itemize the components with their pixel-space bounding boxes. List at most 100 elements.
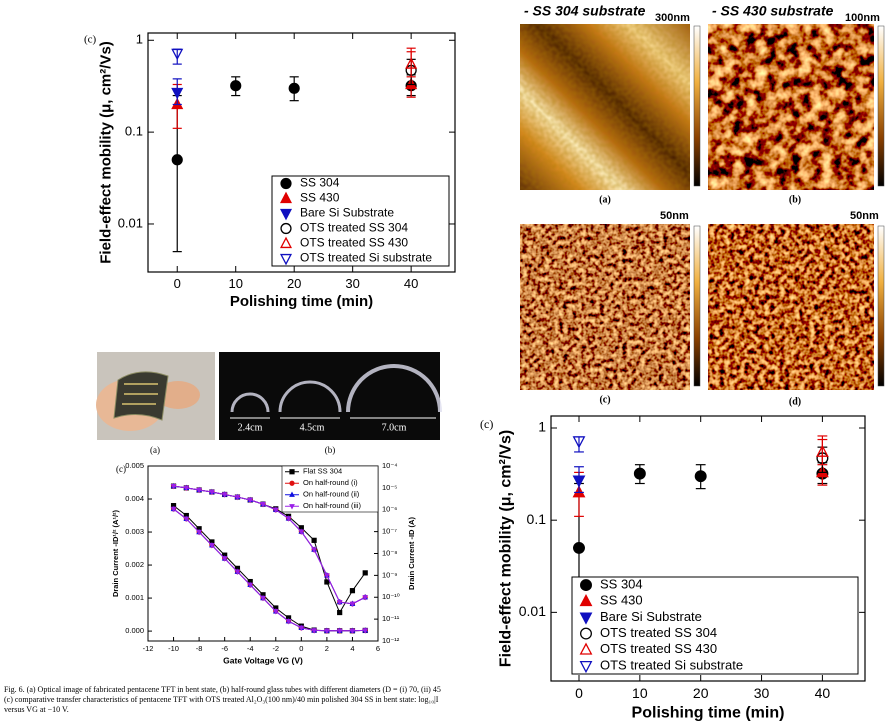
panel-label: (c) <box>480 417 493 431</box>
caption: Fig. 6. (a) Optical image of fabricated … <box>4 685 441 714</box>
legend-marker <box>289 469 295 475</box>
legend-marker <box>579 661 593 674</box>
legend-marker <box>279 191 293 204</box>
marker <box>196 529 202 536</box>
y-tick-label: 0.1 <box>527 511 547 527</box>
afm-scale: 100nm <box>845 12 880 24</box>
marker <box>171 48 184 61</box>
marker <box>311 628 317 634</box>
glass-tube <box>278 380 342 413</box>
marker <box>336 599 343 606</box>
x-tick-label: 2 <box>325 644 329 653</box>
legend-box <box>281 465 379 513</box>
y-tick-label: 0.005 <box>125 461 144 470</box>
legend-label: Flat SS 304 <box>303 467 342 476</box>
legend-label: OTS treated SS 430 <box>300 236 408 250</box>
marker <box>209 543 215 549</box>
glass-tube <box>346 364 442 413</box>
color-bar <box>693 25 701 187</box>
y2-tick-label: 10⁻¹² <box>382 636 400 645</box>
y2-axis-title: Drain Current -ID (A) <box>407 517 416 590</box>
marker <box>221 492 228 498</box>
x-axis-title: Gate Voltage VG (V) <box>223 655 303 665</box>
afm-title: - SS 430 substrate <box>712 3 834 19</box>
plot-frame <box>550 415 866 682</box>
legend-label: On half-round (ii) <box>303 490 360 499</box>
y-tick-label: 0.1 <box>125 124 143 139</box>
afm-title: - SS 304 substrate <box>524 3 646 19</box>
photo-label: (a) <box>150 445 160 455</box>
marker <box>170 483 177 490</box>
legend-marker <box>279 236 293 249</box>
marker <box>362 595 369 601</box>
marker <box>196 487 202 494</box>
x-tick-label: -2 <box>272 644 279 653</box>
marker <box>234 494 241 501</box>
x-tick-label: -12 <box>143 644 154 653</box>
legend-label: OTS treated SS 430 <box>600 641 717 656</box>
marker <box>260 502 266 508</box>
x-tick-label: 30 <box>754 685 770 701</box>
legend-label: OTS treated Si substrate <box>300 251 432 265</box>
y-axis-title: Drain Current -ID¹/² (A¹/²) <box>111 509 120 597</box>
legend-label: On half-round (iii) <box>303 501 361 510</box>
size-label: 2.4cm <box>238 422 263 433</box>
legend-label: OTS treated SS 304 <box>300 221 408 235</box>
marker <box>324 573 330 579</box>
marker <box>572 475 586 488</box>
afm-panel: - SS 304 substrate 300nm - SS 430 substr… <box>520 3 885 407</box>
legend-label: SS 304 <box>300 176 340 190</box>
marker <box>234 569 241 575</box>
marker <box>336 628 343 635</box>
y-tick-label: 0.01 <box>519 603 546 619</box>
legend-marker <box>289 504 295 510</box>
legend-marker <box>279 208 293 221</box>
y2-tick-label: 10⁻¹¹ <box>382 614 400 623</box>
y2-tick-label: 10⁻⁴ <box>382 461 398 470</box>
marker <box>324 628 330 635</box>
y-tick-label: 0.000 <box>125 626 144 635</box>
y-tick-label: 0.01 <box>118 215 143 230</box>
x-tick-label: 30 <box>345 276 359 291</box>
marker <box>260 595 266 602</box>
panel-label: (c) <box>84 34 97 46</box>
legend-label: Bare Si Substrate <box>600 609 702 624</box>
legend-box <box>271 175 450 267</box>
x-tick-label: 0 <box>174 276 181 291</box>
x-tick-label: 40 <box>404 276 418 291</box>
x-tick-label: 10 <box>632 685 648 701</box>
color-bar <box>693 225 701 387</box>
legend-label: OTS treated SS 304 <box>600 625 717 640</box>
color-bar <box>877 25 885 187</box>
legend-label: SS 430 <box>300 191 340 205</box>
x-tick-label: -8 <box>196 644 203 653</box>
y2-tick-label: 10⁻⁶ <box>382 505 397 514</box>
legend-marker <box>289 480 295 486</box>
legend-label: OTS treated Si substrate <box>600 657 743 672</box>
y-tick-label: 0.001 <box>125 593 144 602</box>
legend-marker <box>579 612 593 625</box>
afm-label: (c) <box>599 394 610 405</box>
marker <box>694 470 707 483</box>
y-tick-label: 1 <box>136 32 143 47</box>
device <box>113 371 169 421</box>
marker <box>362 628 369 634</box>
chart: (c) -12 -10 -8 -6 -4 -2 0 2 4 6 0.000 0.001 0.002 0.00… <box>111 461 416 665</box>
size-label: 4.5cm <box>300 422 325 433</box>
marker <box>183 516 190 523</box>
marker <box>221 556 228 562</box>
marker <box>816 444 829 457</box>
marker <box>171 87 184 100</box>
marker <box>183 485 190 492</box>
y-axis-title: Field-effect mobility (μ, cm²/Vs) <box>97 41 114 264</box>
caption-line: (c) comparative transfer characteristics… <box>4 695 439 704</box>
marker <box>209 489 215 496</box>
marker <box>362 570 368 576</box>
legend-marker <box>279 253 293 266</box>
photo-label: (b) <box>325 445 336 455</box>
x-axis-title: Polishing time (min) <box>230 293 373 310</box>
afm-image <box>708 224 874 390</box>
afm-scale: 300nm <box>655 12 690 24</box>
marker <box>311 547 317 553</box>
